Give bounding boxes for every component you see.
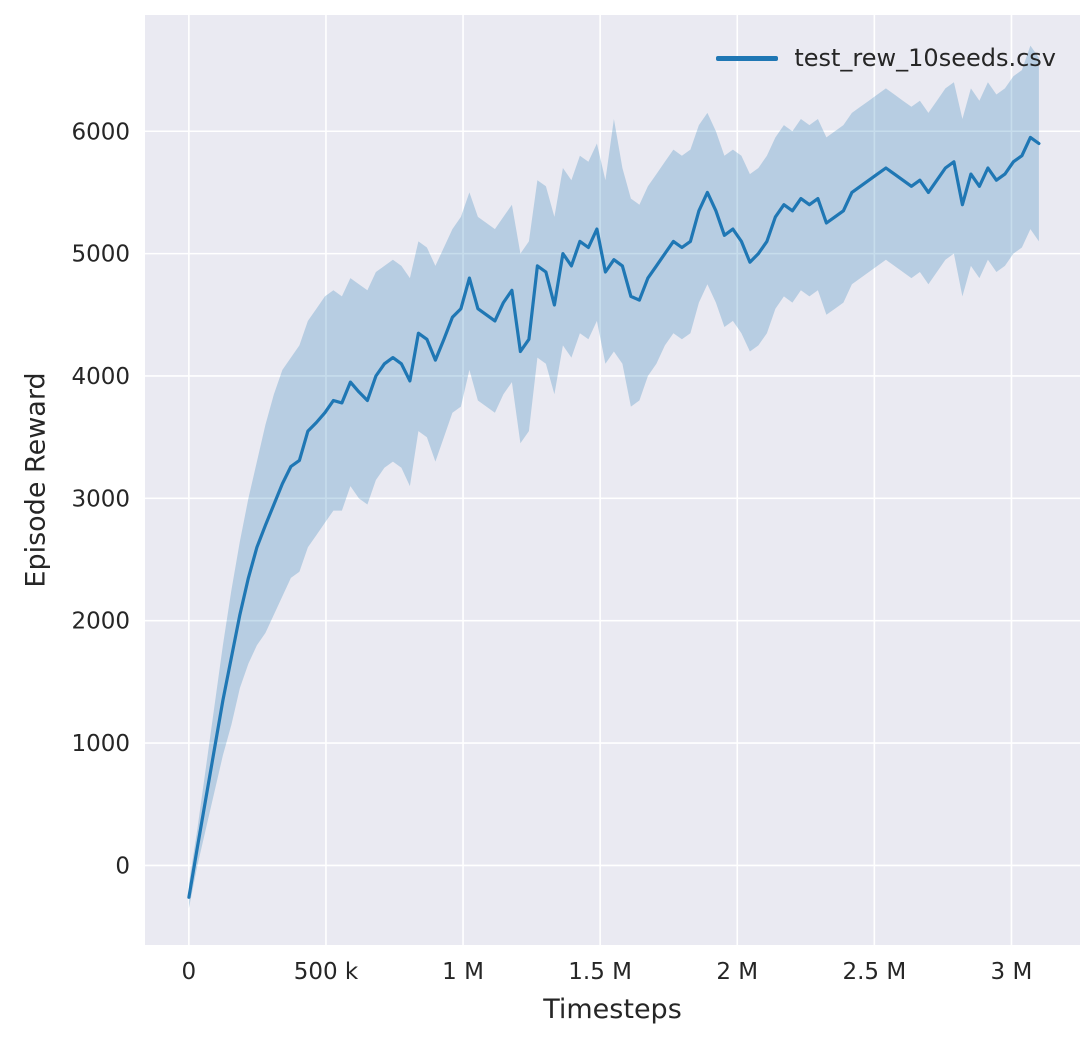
x-tick-label: 2.5 M bbox=[842, 959, 906, 985]
x-tick-label: 500 k bbox=[294, 959, 359, 985]
legend: test_rew_10seeds.csv bbox=[716, 44, 1056, 72]
x-tick-label: 1.5 M bbox=[568, 959, 632, 985]
x-tick-label: 2 M bbox=[716, 959, 758, 985]
x-tick-label: 0 bbox=[182, 959, 197, 985]
y-tick-label: 6000 bbox=[71, 119, 130, 145]
y-tick-label: 5000 bbox=[71, 242, 130, 268]
y-axis-label: Episode Reward bbox=[20, 372, 52, 588]
confidence-band bbox=[188, 45, 1039, 909]
y-tick-label: 3000 bbox=[71, 486, 130, 512]
x-tick-label: 1 M bbox=[442, 959, 484, 985]
legend-label: test_rew_10seeds.csv bbox=[794, 44, 1056, 72]
y-tick-label: 4000 bbox=[71, 364, 130, 390]
x-axis-label: Timesteps bbox=[543, 994, 682, 1025]
mean-line bbox=[187, 135, 1041, 899]
legend-line-swatch bbox=[716, 55, 779, 61]
y-tick-label: 0 bbox=[115, 853, 130, 879]
y-tick-label: 1000 bbox=[71, 731, 130, 757]
y-tick-label: 2000 bbox=[71, 609, 130, 635]
x-tick-label: 3 M bbox=[991, 959, 1033, 985]
axes-background bbox=[145, 15, 1080, 945]
